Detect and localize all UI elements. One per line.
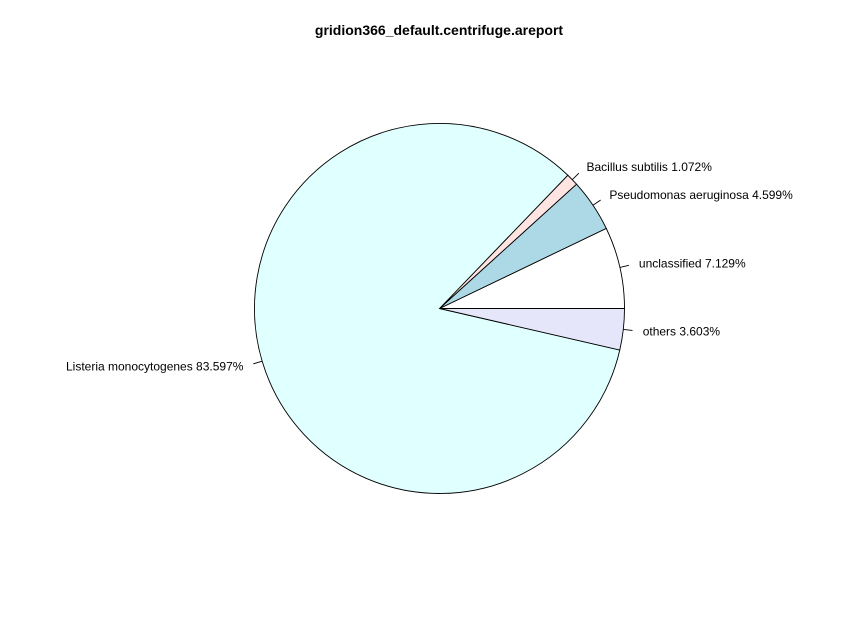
leader-line-pseudomonas [592, 199, 601, 206]
slice-label-unclassified: unclassified 7.129% [639, 256, 746, 270]
pie-slice-listeria [254, 123, 621, 494]
leader-line-others [623, 328, 633, 331]
chart-title: gridion366_default.centrifuge.areport [315, 22, 563, 38]
leader-line-unclassified [619, 264, 629, 268]
leader-line-bacillus [571, 172, 580, 180]
slice-label-bacillus: Bacillus subtilis 1.072% [587, 160, 713, 174]
slice-labels: unclassified 7.129% Pseudomonas aeruginos… [66, 160, 793, 374]
slice-label-others: others 3.603% [643, 324, 721, 338]
pie-slices [254, 123, 625, 494]
pie-slice-others [439, 308, 625, 351]
leader-lines [253, 172, 633, 365]
leader-line-listeria [253, 360, 263, 365]
slice-label-pseudomonas: Pseudomonas aeruginosa 4.599% [609, 188, 793, 202]
slice-label-listeria: Listeria monocytogenes 83.597% [66, 359, 244, 373]
